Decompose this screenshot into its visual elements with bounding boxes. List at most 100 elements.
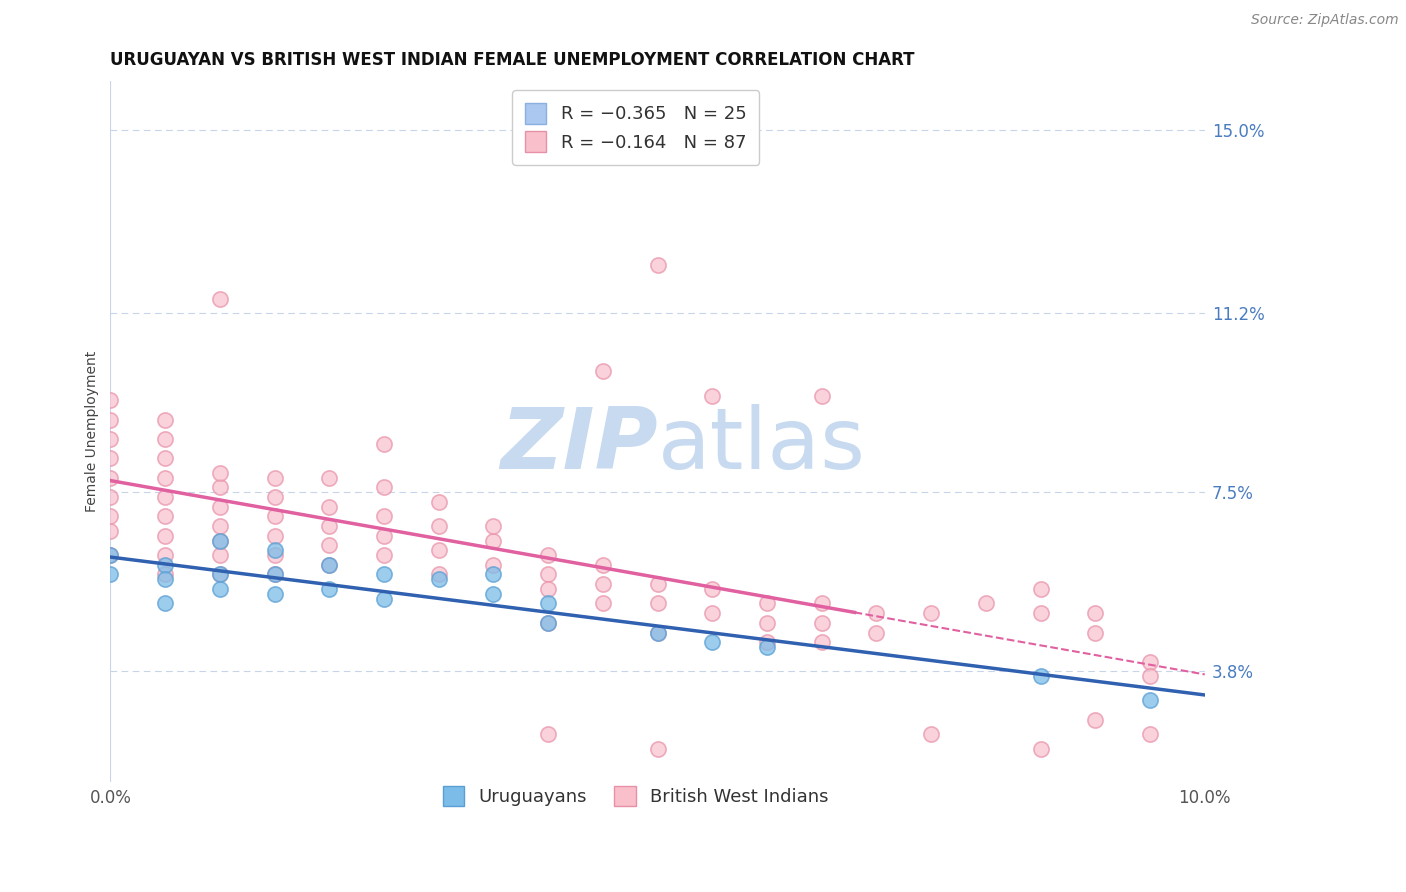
Point bbox=[208, 533, 231, 548]
Point bbox=[592, 558, 614, 572]
Point bbox=[100, 393, 122, 408]
Point bbox=[810, 388, 832, 402]
Point bbox=[920, 727, 942, 741]
Point bbox=[153, 471, 176, 485]
Point bbox=[756, 615, 779, 630]
Point bbox=[208, 548, 231, 562]
Point bbox=[1029, 606, 1052, 620]
Legend: Uruguayans, British West Indians: Uruguayans, British West Indians bbox=[433, 777, 838, 815]
Point bbox=[647, 577, 669, 591]
Point bbox=[427, 567, 450, 582]
Point bbox=[592, 364, 614, 378]
Point bbox=[318, 558, 340, 572]
Point bbox=[208, 582, 231, 596]
Text: Source: ZipAtlas.com: Source: ZipAtlas.com bbox=[1251, 13, 1399, 28]
Point bbox=[153, 413, 176, 427]
Point bbox=[1139, 655, 1161, 669]
Point bbox=[482, 558, 505, 572]
Point bbox=[1084, 713, 1107, 727]
Point bbox=[537, 597, 560, 611]
Point bbox=[1084, 625, 1107, 640]
Point bbox=[1139, 727, 1161, 741]
Point bbox=[153, 572, 176, 586]
Point bbox=[153, 558, 176, 572]
Point bbox=[208, 567, 231, 582]
Point bbox=[1139, 669, 1161, 683]
Point bbox=[537, 727, 560, 741]
Point bbox=[208, 292, 231, 306]
Point bbox=[373, 509, 395, 524]
Point bbox=[263, 548, 285, 562]
Point bbox=[373, 437, 395, 451]
Point bbox=[100, 509, 122, 524]
Point bbox=[702, 388, 724, 402]
Point bbox=[373, 567, 395, 582]
Point bbox=[153, 548, 176, 562]
Point bbox=[647, 625, 669, 640]
Point bbox=[537, 548, 560, 562]
Point bbox=[482, 587, 505, 601]
Point bbox=[1139, 693, 1161, 707]
Point bbox=[702, 582, 724, 596]
Point bbox=[100, 567, 122, 582]
Point bbox=[537, 567, 560, 582]
Point bbox=[373, 529, 395, 543]
Point bbox=[537, 615, 560, 630]
Point bbox=[100, 432, 122, 446]
Point bbox=[208, 500, 231, 514]
Point bbox=[100, 413, 122, 427]
Text: atlas: atlas bbox=[658, 404, 866, 487]
Point bbox=[100, 490, 122, 504]
Point bbox=[263, 543, 285, 558]
Point bbox=[100, 524, 122, 538]
Point bbox=[865, 625, 887, 640]
Point bbox=[153, 509, 176, 524]
Point bbox=[1029, 582, 1052, 596]
Point bbox=[702, 635, 724, 649]
Point bbox=[263, 567, 285, 582]
Point bbox=[208, 533, 231, 548]
Point bbox=[100, 548, 122, 562]
Point bbox=[647, 258, 669, 272]
Point bbox=[318, 582, 340, 596]
Point bbox=[482, 533, 505, 548]
Point bbox=[1029, 669, 1052, 683]
Point bbox=[263, 587, 285, 601]
Point bbox=[647, 625, 669, 640]
Point bbox=[263, 567, 285, 582]
Point bbox=[482, 519, 505, 533]
Point bbox=[427, 495, 450, 509]
Point bbox=[427, 572, 450, 586]
Point bbox=[318, 519, 340, 533]
Point bbox=[592, 577, 614, 591]
Point bbox=[318, 558, 340, 572]
Point bbox=[318, 471, 340, 485]
Point bbox=[810, 597, 832, 611]
Point bbox=[810, 615, 832, 630]
Point bbox=[482, 567, 505, 582]
Text: URUGUAYAN VS BRITISH WEST INDIAN FEMALE UNEMPLOYMENT CORRELATION CHART: URUGUAYAN VS BRITISH WEST INDIAN FEMALE … bbox=[111, 51, 915, 69]
Point bbox=[318, 500, 340, 514]
Point bbox=[318, 539, 340, 553]
Point bbox=[592, 597, 614, 611]
Point bbox=[373, 548, 395, 562]
Point bbox=[263, 529, 285, 543]
Point bbox=[1029, 741, 1052, 756]
Point bbox=[100, 451, 122, 466]
Point bbox=[373, 480, 395, 494]
Point bbox=[427, 519, 450, 533]
Point bbox=[920, 606, 942, 620]
Point bbox=[263, 490, 285, 504]
Point bbox=[756, 640, 779, 654]
Y-axis label: Female Unemployment: Female Unemployment bbox=[86, 351, 100, 513]
Point bbox=[100, 471, 122, 485]
Text: ZIP: ZIP bbox=[501, 404, 658, 487]
Point bbox=[865, 606, 887, 620]
Point bbox=[373, 591, 395, 606]
Point bbox=[153, 567, 176, 582]
Point bbox=[974, 597, 997, 611]
Point bbox=[153, 490, 176, 504]
Point bbox=[208, 519, 231, 533]
Point bbox=[756, 597, 779, 611]
Point bbox=[263, 509, 285, 524]
